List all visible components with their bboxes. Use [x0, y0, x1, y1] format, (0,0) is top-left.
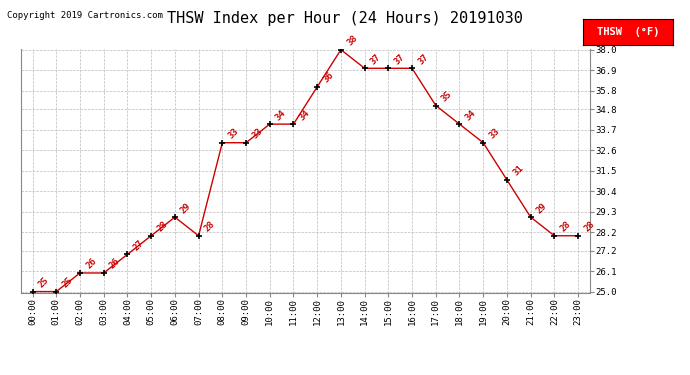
Text: 38: 38 [345, 33, 359, 48]
Text: 29: 29 [535, 201, 549, 215]
Text: 36: 36 [322, 71, 335, 85]
Text: 25: 25 [61, 276, 75, 290]
Text: 33: 33 [226, 127, 240, 141]
Text: THSW Index per Hour (24 Hours) 20191030: THSW Index per Hour (24 Hours) 20191030 [167, 11, 523, 26]
Text: 25: 25 [37, 276, 50, 290]
Text: 26: 26 [84, 257, 98, 271]
Text: Copyright 2019 Cartronics.com: Copyright 2019 Cartronics.com [7, 11, 163, 20]
Text: 31: 31 [511, 164, 525, 178]
Text: 28: 28 [558, 220, 573, 234]
Text: 37: 37 [416, 52, 430, 66]
Text: 28: 28 [582, 220, 596, 234]
Text: 35: 35 [440, 89, 454, 104]
Text: 26: 26 [108, 257, 122, 271]
Text: 34: 34 [274, 108, 288, 122]
Text: 27: 27 [132, 238, 146, 252]
Text: THSW  (°F): THSW (°F) [597, 27, 659, 37]
Text: 34: 34 [297, 108, 312, 122]
Text: 28: 28 [155, 220, 169, 234]
Text: 33: 33 [250, 127, 264, 141]
Text: 37: 37 [393, 52, 406, 66]
Text: 28: 28 [203, 220, 217, 234]
Text: 29: 29 [179, 201, 193, 215]
Text: 34: 34 [464, 108, 477, 122]
Text: 33: 33 [487, 127, 502, 141]
Text: 37: 37 [368, 52, 383, 66]
